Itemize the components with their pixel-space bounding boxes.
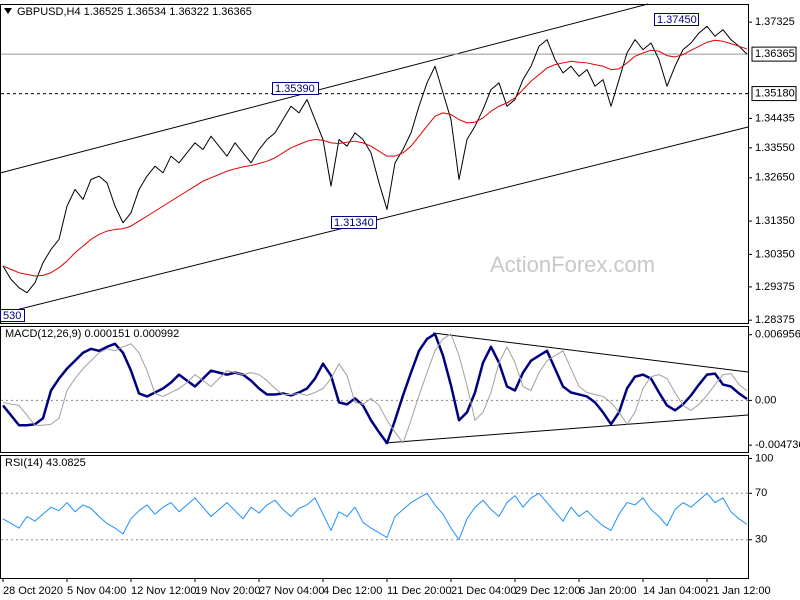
- annotation: 530: [3, 310, 21, 322]
- macd-panel: [0, 326, 749, 453]
- panel-title: GBPUSD,H4 1.36525 1.36534 1.36322 1.3636…: [17, 6, 252, 18]
- x-tick-label: 29 Dec 12:00: [515, 585, 580, 597]
- annotation: 1.35390: [275, 83, 315, 95]
- x-tick-label: 5 Nov 04:00: [67, 585, 126, 597]
- y-tick-label: 0.006956: [755, 329, 800, 341]
- y-tick-label: 1.30350: [755, 248, 795, 260]
- price-label-box: [751, 86, 797, 102]
- watermark: ActionForex.com: [490, 252, 655, 277]
- x-tick-label: 21 Jan 12:00: [707, 585, 771, 597]
- panel-title: MACD(12,26,9) 0.000151 0.000992: [5, 328, 179, 340]
- x-tick-label: 4 Dec 12:00: [323, 585, 382, 597]
- y-tick-label: 1.31350: [755, 215, 795, 227]
- annotation-box: [0, 309, 25, 322]
- y-tick-label: 1.29375: [755, 281, 795, 293]
- annotation-box: [331, 216, 377, 229]
- triangle-upper: [432, 332, 749, 373]
- x-tick-label: 6 Jan 20:00: [579, 585, 637, 597]
- title-icon: [4, 8, 12, 14]
- y-tick-label: 0.00: [755, 394, 776, 406]
- triangle-lower: [384, 414, 749, 444]
- y-tick-label: 30: [755, 534, 767, 546]
- y-tick-label: 100: [755, 452, 773, 464]
- series-line: [2, 39, 748, 277]
- price-label: 1.35180: [755, 87, 795, 99]
- x-tick-label: 19 Nov 20:00: [195, 585, 260, 597]
- y-tick-label: 1.33550: [755, 142, 795, 154]
- series-line: [2, 333, 748, 444]
- x-tick-label: 27 Nov 04:00: [259, 585, 324, 597]
- price-label-box: [751, 46, 797, 62]
- x-tick-label: 11 Dec 20:00: [387, 585, 452, 597]
- price-label: 1.36365: [755, 48, 795, 60]
- y-tick-label: 1.32650: [755, 172, 795, 184]
- y-tick-label: 1.28375: [755, 314, 795, 326]
- x-tick-label: 14 Jan 04:00: [643, 585, 707, 597]
- x-tick-label: 12 Nov 12:00: [131, 585, 196, 597]
- x-tick-label: 28 Oct 2020: [3, 585, 63, 597]
- rsi-panel: [0, 455, 749, 579]
- y-tick-label: -0.004736: [755, 439, 800, 451]
- annotation: 1.37450: [657, 14, 697, 26]
- series-line: [2, 492, 748, 541]
- price-panel: [0, 4, 749, 324]
- y-tick-label: 70: [755, 487, 767, 499]
- x-tick-label: 21 Dec 04:00: [451, 585, 516, 597]
- panel-title: RSI(14) 43.0825: [5, 457, 86, 469]
- channel-upper: [0, 3, 649, 174]
- y-tick-label: 1.34435: [755, 112, 795, 124]
- annotation: 1.31340: [334, 217, 374, 229]
- annotation-box: [272, 82, 319, 95]
- annotation-box: [654, 13, 699, 26]
- y-tick-label: 1.37325: [755, 16, 795, 28]
- series-line: [2, 332, 748, 445]
